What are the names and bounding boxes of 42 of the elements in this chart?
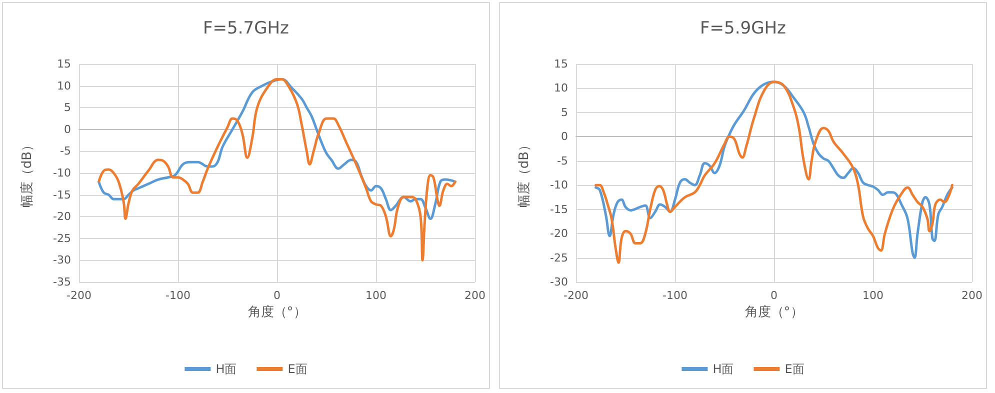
y-tick-label: -15 [550, 202, 568, 216]
y-tick-label: -20 [550, 227, 568, 240]
y-tick-label: -35 [53, 276, 71, 288]
y-tick-label: -10 [53, 166, 71, 180]
x-tick-label: -200 [564, 289, 588, 302]
y-axis-title: 幅度（dB） [19, 138, 35, 208]
y-tick-label: -5 [60, 144, 71, 158]
x-tick-label: 100 [862, 289, 884, 302]
legend-label: E面 [784, 362, 804, 376]
chart-title: F=5.7GHz [203, 18, 290, 38]
y-tick-label: 5 [561, 106, 568, 119]
x-tick-label: -100 [662, 289, 688, 302]
y-tick-label: -25 [53, 232, 71, 245]
legend-label: E面 [288, 362, 308, 376]
y-tick-label: -30 [550, 276, 568, 288]
y-tick-label: -5 [557, 154, 568, 168]
y-tick-label: 10 [57, 79, 71, 92]
x-tick-label: 200 [464, 289, 486, 302]
x-axis-title: 角度（°） [248, 304, 306, 320]
legend-label: H面 [712, 362, 734, 376]
y-tick-label: 0 [561, 130, 568, 144]
y-tick-label: 15 [57, 58, 71, 70]
chart-title: F=5.9GHz [700, 18, 786, 38]
y-tick-label: 15 [554, 58, 568, 70]
y-tick-label: -10 [550, 178, 568, 192]
x-tick-label: 0 [770, 289, 778, 302]
y-tick-label: -30 [53, 254, 71, 267]
y-tick-label: 5 [64, 101, 71, 114]
legend-label: H面 [216, 362, 237, 376]
x-tick-label: 200 [962, 289, 982, 302]
y-tick-label: -25 [550, 251, 568, 264]
y-axis-title: 幅度（dB） [516, 138, 532, 208]
x-tick-label: 100 [366, 289, 386, 302]
line-series [98, 78, 456, 262]
x-tick-label: -100 [166, 289, 190, 302]
x-axis-title: 角度（°） [744, 304, 804, 320]
y-tick-label: 0 [64, 122, 71, 136]
y-tick-label: -15 [53, 188, 71, 202]
y-tick-label: -20 [53, 210, 71, 224]
y-tick-label: 10 [554, 82, 568, 95]
x-tick-label: 0 [274, 289, 280, 302]
x-tick-label: -200 [66, 289, 92, 302]
